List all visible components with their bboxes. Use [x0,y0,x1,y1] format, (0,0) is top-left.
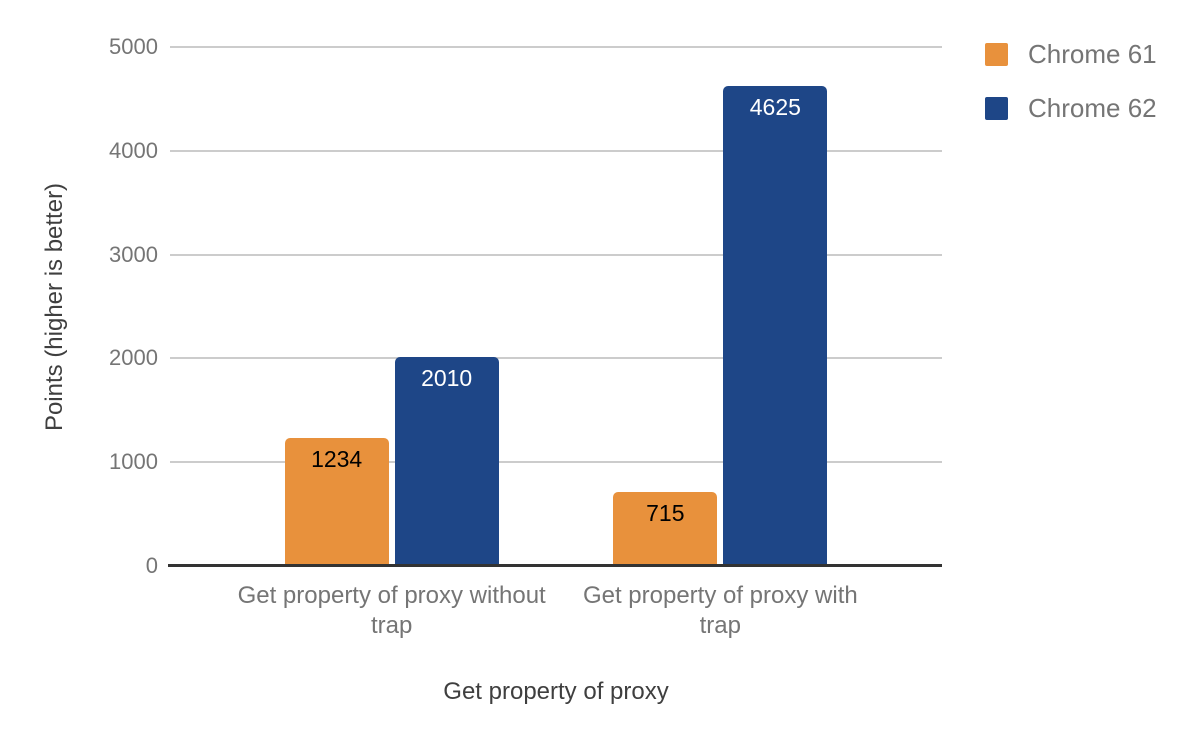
y-axis-tick-label: 3000 [109,241,158,267]
bar: 715 [613,491,718,566]
y-axis-tick-label: 2000 [109,345,158,371]
legend-swatch [985,42,1008,66]
gridline [170,46,942,48]
legend: Chrome 61 Chrome 62 [985,39,1157,123]
y-axis-tick-label: 1000 [109,449,158,475]
x-axis-title: Get property of proxy [443,678,669,705]
y-axis-tick-label: 0 [145,553,158,578]
category-label: Get property of proxy without trap [237,582,546,639]
bar-value-label: 715 [646,499,685,526]
legend-item: Chrome 61 [985,39,1157,69]
legend-swatch [985,96,1008,120]
gridline [170,357,942,360]
y-axis-tick-label: 4000 [109,137,158,163]
category-label: Get property of proxy with trap [582,582,858,639]
legend-item: Chrome 62 [985,93,1157,123]
bar: 4625 [723,85,828,566]
bar-value-label: 4625 [749,93,801,120]
bar-value-label: 2010 [421,365,473,392]
legend-label: Chrome 62 [1028,93,1157,123]
legend-label: Chrome 61 [1028,39,1157,69]
gridline [170,461,942,464]
bar: 1234 [284,437,389,566]
y-axis-title: Points (higher is better) [41,182,68,431]
bar: 2010 [394,357,499,566]
bar-value-label: 1234 [311,445,363,472]
gridline [170,149,942,152]
y-axis-tick-label: 5000 [109,34,158,59]
x-axis-baseline [168,564,942,567]
gridline [170,253,942,256]
